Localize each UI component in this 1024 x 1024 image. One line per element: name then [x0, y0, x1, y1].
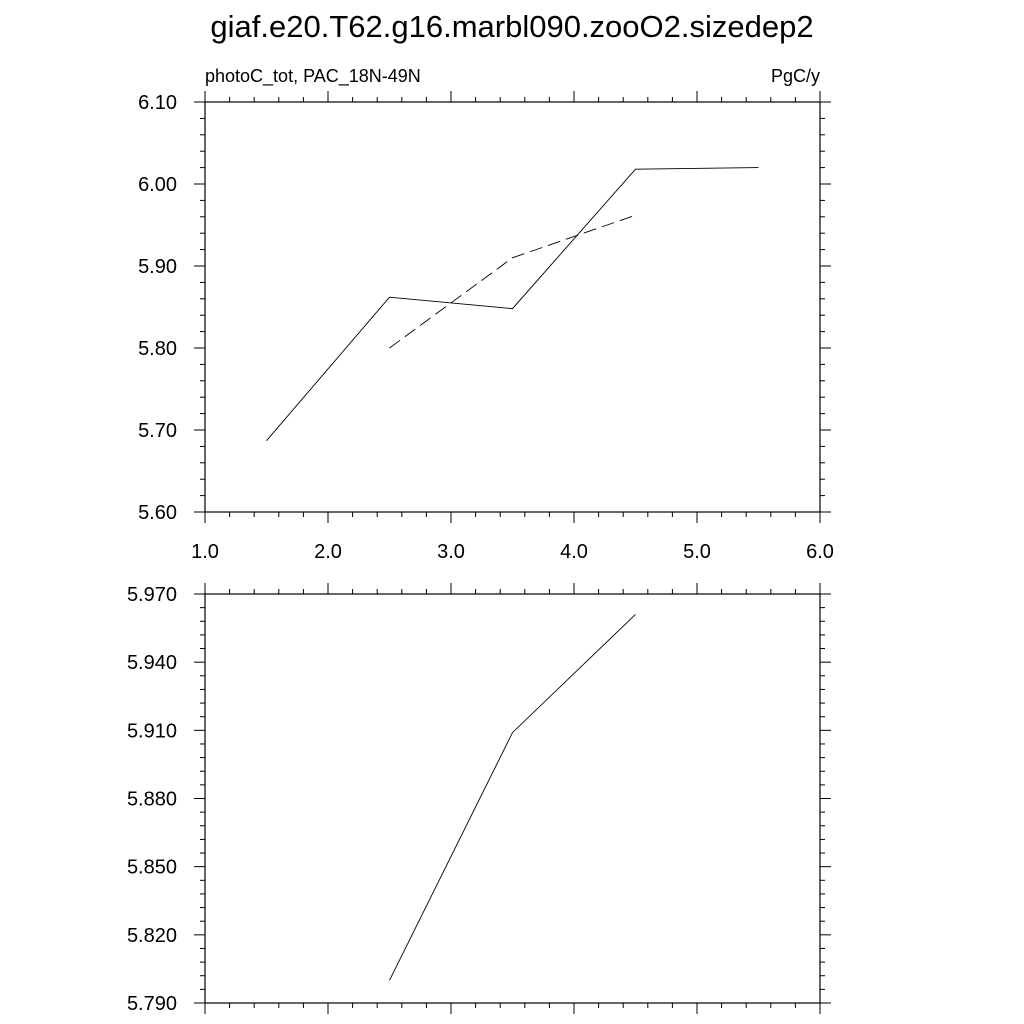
x-tick-label: 5.0 — [683, 541, 711, 563]
series-line-1-solid — [266, 167, 759, 441]
y-tick-label: 5.820 — [127, 925, 177, 947]
x-tick-label: 4.0 — [560, 541, 588, 563]
y-tick-label: 5.90 — [138, 256, 177, 278]
x-tick-label: 1.0 — [191, 541, 219, 563]
y-tick-label: 6.00 — [138, 174, 177, 196]
x-tick-label: 6.0 — [806, 541, 834, 563]
x-tick-label: 3.0 — [437, 541, 465, 563]
y-tick-label: 5.850 — [127, 857, 177, 879]
series-line-1-solid — [389, 614, 636, 981]
left-string-label: photoC_tot, PAC_18N-49N — [205, 66, 421, 87]
y-tick-label: 5.910 — [127, 720, 177, 742]
plot-frame — [204, 593, 821, 1004]
y-tick-label: 5.970 — [127, 584, 177, 606]
y-tick-label: 6.10 — [138, 92, 177, 114]
plot-frame — [204, 101, 821, 513]
figure-title: giaf.e20.T62.g16.marbl090.zooO2.sizedep2 — [210, 9, 813, 44]
units-label: PgC/y — [771, 66, 820, 86]
top-panel: 5.60 5.70 5.80 5.90 6.00 6.10 1.0 2.0 3.0 4.0 5.0 6… — [138, 66, 834, 563]
y-tick-label: 5.790 — [127, 993, 177, 1015]
y-tick-label: 5.880 — [127, 789, 177, 811]
bottom-panel: 5.790 5.820 5.850 5.880 5.910 5.940 5.970 — [127, 583, 831, 1015]
y-tick-label: 5.80 — [138, 338, 177, 360]
x-tick-label: 2.0 — [314, 541, 342, 563]
y-tick-label: 5.60 — [138, 502, 177, 524]
series-line-2-dashed — [389, 214, 636, 349]
y-tick-label: 5.940 — [127, 652, 177, 674]
y-tick-label: 5.70 — [138, 420, 177, 442]
